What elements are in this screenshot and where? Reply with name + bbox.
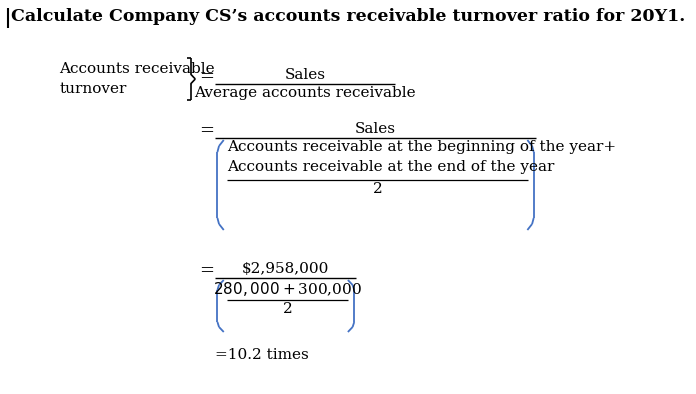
Text: =: = [199, 122, 214, 140]
Text: Average accounts receivable: Average accounts receivable [194, 86, 416, 100]
Text: Accounts receivable at the end of the year: Accounts receivable at the end of the ye… [227, 160, 554, 174]
Text: 2: 2 [372, 182, 382, 196]
Text: Calculate Company CS’s accounts receivable turnover ratio for 20Y1.: Calculate Company CS’s accounts receivab… [11, 8, 686, 25]
Text: Sales: Sales [285, 68, 326, 82]
Text: =: = [199, 262, 214, 280]
Text: Accounts receivable: Accounts receivable [59, 62, 215, 76]
Text: =: = [199, 68, 214, 86]
Text: Accounts receivable at the beginning of the year+: Accounts receivable at the beginning of … [227, 140, 616, 154]
Text: 2: 2 [283, 302, 292, 316]
Text: $2,958,000: $2,958,000 [242, 262, 329, 276]
Text: =10.2 times: =10.2 times [215, 348, 309, 362]
Text: turnover: turnover [59, 82, 127, 96]
Text: Sales: Sales [355, 122, 396, 136]
Text: $280,000+$300,000: $280,000+$300,000 [213, 280, 362, 298]
